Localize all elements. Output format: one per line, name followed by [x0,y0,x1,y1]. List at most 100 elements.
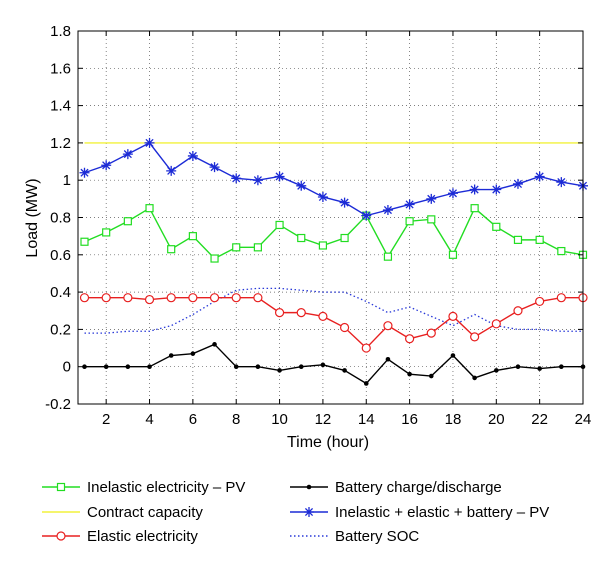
series-battery-soc [84,287,583,334]
x-tick-label: 8 [232,411,240,428]
legend-item-inelastic-elastic-battery-pv: Inelastic + elastic + battery – PV [290,504,549,521]
data-point-inelastic-electricity-pv [145,204,154,213]
data-point-elastic-electricity [513,306,523,316]
data-point-inelastic-elastic-battery-pv [231,173,242,184]
data-point-elastic-electricity [79,293,90,303]
data-point-elastic-electricity [556,293,566,303]
data-point-battery-charge-discharge [212,342,217,347]
legend: Inelastic electricity – PV Contract capac… [42,479,549,545]
data-point-elastic-electricity [144,294,155,305]
data-point-inelastic-electricity-pv [513,235,523,244]
data-point-inelastic-electricity-pv [102,228,111,237]
data-point-battery-charge-discharge [168,353,174,358]
data-point-inelastic-elastic-battery-pv [556,177,567,188]
legend-marker [56,482,66,492]
legend-label: Contract capacity [87,504,203,521]
data-point-elastic-electricity [166,293,176,303]
x-tick-label: 4 [145,411,153,428]
data-point-inelastic-elastic-battery-pv [144,137,155,148]
series-line-battery-soc [84,287,583,334]
y-tick-label: 1.6 [50,60,71,77]
data-point-inelastic-elastic-battery-pv [166,165,177,176]
x-tick-label: 14 [358,411,375,428]
data-point-elastic-electricity [274,308,285,318]
data-point-inelastic-electricity-pv [340,233,349,243]
data-point-inelastic-elastic-battery-pv [426,193,437,204]
data-point-inelastic-electricity-pv [275,220,284,230]
series-battery-charge-discharge [82,342,586,386]
x-tick-label: 12 [315,411,332,428]
data-point-inelastic-elastic-battery-pv [317,191,328,202]
axis-ticks: 2 4 6 8 10 12 14 16 18 20 22 24-0.200.20.40.60.811.… [45,23,591,428]
data-point-inelastic-elastic-battery-pv [274,171,285,182]
data-point-inelastic-elastic-battery-pv [534,171,545,182]
data-point-inelastic-electricity-pv [167,245,176,254]
data-point-battery-charge-discharge [125,364,131,370]
data-point-inelastic-elastic-battery-pv [296,180,307,191]
data-point-battery-charge-discharge [472,375,477,381]
legend-label: Battery SOC [335,528,419,545]
y-tick-label: 0.8 [50,210,71,227]
data-point-inelastic-elastic-battery-pv [252,175,263,186]
series-inelastic-elastic-battery-pv [79,137,588,221]
data-point-battery-charge-discharge [494,368,499,373]
series-line-battery-charge-discharge [84,343,583,385]
data-point-battery-charge-discharge [559,364,564,370]
y-tick-label: 0 [63,359,71,376]
data-point-inelastic-elastic-battery-pv [404,199,415,210]
data-point-battery-charge-discharge [233,364,239,370]
data-point-inelastic-electricity-pv [318,241,328,250]
y-tick-label: 0.4 [50,284,71,301]
data-point-elastic-electricity [405,334,415,344]
data-point-inelastic-elastic-battery-pv [469,184,480,195]
series-line-inelastic-electricity-pv [84,207,584,260]
legend-item-battery-charge-discharge: Battery charge/discharge [290,479,502,496]
data-point-elastic-electricity [231,293,241,303]
data-point-inelastic-electricity-pv [297,233,306,243]
data-point-battery-charge-discharge [190,351,196,356]
data-point-elastic-electricity [383,321,393,331]
x-tick-label: 18 [445,411,462,428]
data-point-inelastic-electricity-pv [427,215,436,224]
legend-marker [304,507,314,517]
legend-label: Elastic electricity [87,528,198,545]
data-point-battery-charge-discharge [385,356,391,362]
data-point-battery-charge-discharge [320,362,326,368]
y-tick-label: 1.2 [50,135,71,152]
data-point-battery-charge-discharge [342,368,347,373]
data-point-elastic-electricity [470,332,480,342]
x-tick-label: 6 [189,411,197,428]
data-point-elastic-electricity [123,293,133,303]
data-point-elastic-electricity [491,319,501,329]
data-point-battery-charge-discharge [515,364,521,370]
data-point-inelastic-electricity-pv [383,252,393,261]
data-point-elastic-electricity [361,343,371,353]
series-elastic-electricity [79,293,588,353]
legend-label: Battery charge/discharge [335,479,502,496]
legend-item-inelastic-electricity-pv: Inelastic electricity – PV [42,479,245,496]
data-point-inelastic-elastic-battery-pv [209,162,220,173]
y-tick-label: 1.8 [50,23,71,40]
data-point-inelastic-elastic-battery-pv [382,205,393,216]
legend-item-elastic-electricity: Elastic electricity [42,528,198,545]
data-point-elastic-electricity [209,293,220,303]
data-point-battery-charge-discharge [537,366,542,371]
data-point-inelastic-electricity-pv [232,243,241,252]
x-tick-label: 20 [488,411,505,428]
data-point-inelastic-elastic-battery-pv [122,149,133,160]
data-point-elastic-electricity [318,311,328,321]
data-point-inelastic-elastic-battery-pv [79,167,90,178]
data-point-battery-charge-discharge [407,371,412,377]
legend-label: Inelastic + elastic + battery – PV [335,504,549,521]
data-point-inelastic-electricity-pv [80,237,89,246]
data-point-battery-charge-discharge [255,364,261,370]
data-point-inelastic-electricity-pv [405,217,414,226]
y-tick-label: 1 [63,172,71,189]
data-point-inelastic-electricity-pv [448,250,458,259]
data-point-inelastic-electricity-pv [188,232,197,241]
x-tick-label: 16 [401,411,418,428]
data-point-inelastic-electricity-pv [253,243,262,252]
data-point-inelastic-electricity-pv [470,204,479,213]
data-point-inelastic-electricity-pv [557,246,566,256]
series-line-inelastic-elastic-battery-pv [84,142,584,217]
